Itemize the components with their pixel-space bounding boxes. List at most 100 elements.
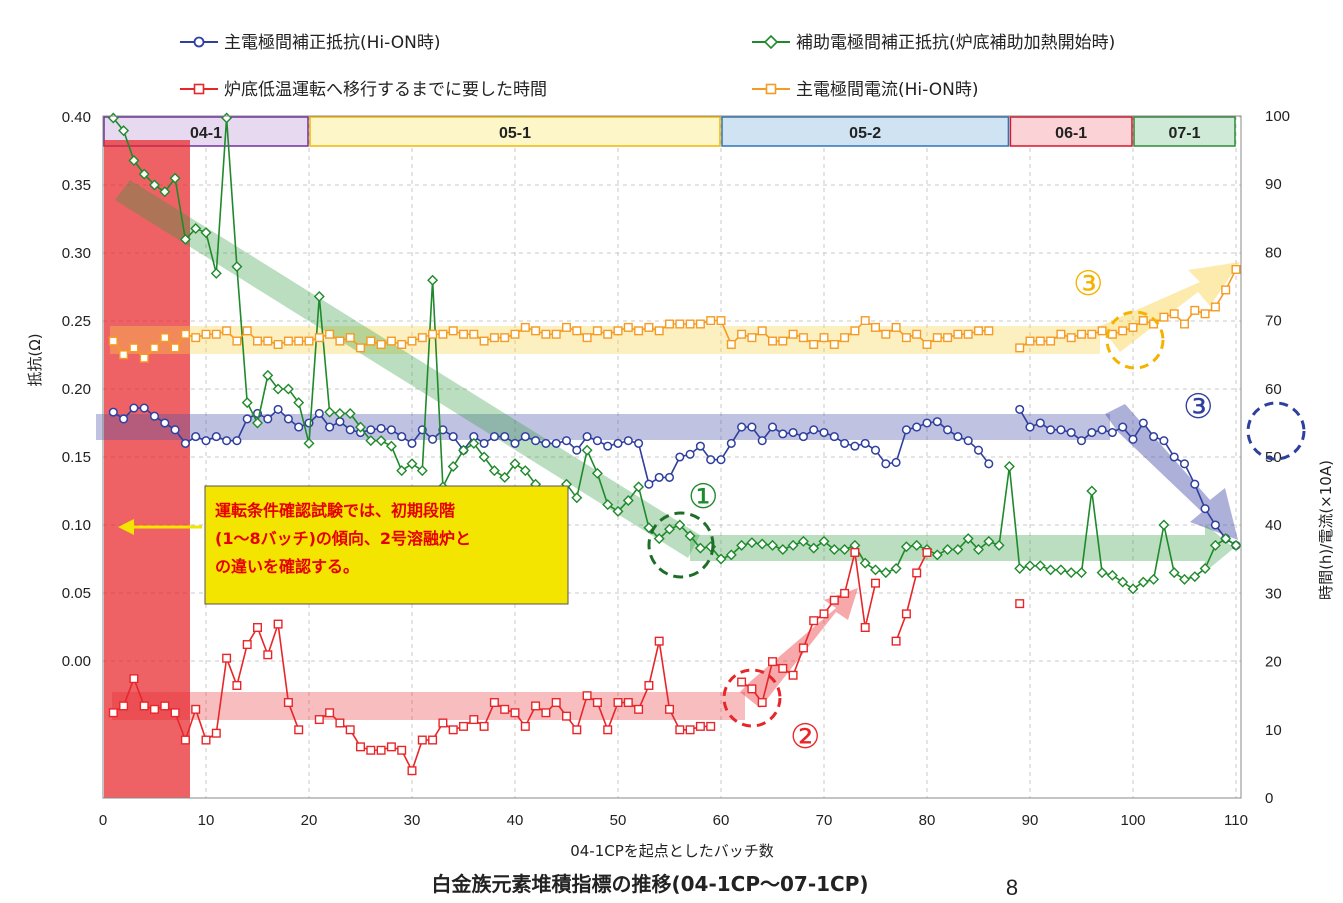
data-point — [385, 440, 397, 452]
data-point — [623, 698, 633, 708]
data-point — [190, 223, 202, 235]
data-point — [273, 339, 283, 349]
data-point — [777, 543, 789, 555]
data-point — [500, 704, 510, 714]
data-point — [797, 535, 809, 547]
data-point — [1035, 418, 1045, 428]
data-point — [695, 319, 705, 329]
data-point — [211, 432, 221, 442]
data-point — [1231, 264, 1241, 274]
data-point — [788, 670, 798, 680]
data-point — [510, 708, 520, 718]
x-axis-title: 04-1CPを起点としたバッチ数 — [570, 842, 774, 860]
y-left-tick-label: 0.05 — [62, 585, 91, 602]
data-point — [592, 436, 602, 446]
data-point — [737, 422, 747, 432]
legend-label-green: 補助電極間補正抵抗(炉底補助加熱開始時) — [796, 33, 1115, 53]
data-point — [963, 329, 973, 339]
data-point — [1179, 459, 1190, 469]
marker-circle-green — [647, 511, 715, 579]
data-point — [1221, 285, 1231, 295]
y-left-tick-label: 0.25 — [62, 313, 91, 330]
data-point — [500, 432, 510, 442]
data-point — [1118, 422, 1128, 432]
data-point — [1056, 425, 1066, 435]
data-point — [1015, 343, 1025, 353]
data-point — [489, 432, 499, 442]
marker-2: ② — [790, 717, 820, 757]
data-point — [283, 698, 293, 708]
data-point — [468, 437, 480, 449]
y-right-tick-label: 20 — [1265, 654, 1282, 671]
data-point — [922, 547, 932, 557]
legend-marker-red — [193, 83, 205, 95]
data-point — [963, 436, 973, 446]
data-point — [119, 701, 129, 711]
data-point — [901, 333, 911, 343]
data-point — [675, 452, 685, 462]
data-point — [1168, 567, 1180, 579]
data-point — [891, 457, 901, 467]
data-point — [694, 542, 706, 554]
data-point — [1046, 336, 1056, 346]
marker-3-blue: ③ — [1183, 387, 1213, 427]
data-point — [1137, 576, 1149, 588]
data-point — [159, 186, 171, 198]
data-point — [448, 725, 458, 735]
data-point — [294, 725, 304, 735]
data-point — [612, 505, 624, 517]
data-point — [1045, 564, 1057, 576]
data-point — [345, 333, 355, 343]
period-bar — [1133, 116, 1236, 147]
data-point — [778, 336, 788, 346]
data-point — [1169, 452, 1179, 462]
data-point — [726, 339, 736, 349]
data-point — [222, 326, 232, 336]
data-point — [819, 609, 829, 619]
data-point — [860, 623, 870, 633]
data-point — [1025, 422, 1035, 432]
data-point — [613, 438, 623, 448]
data-point — [685, 449, 695, 459]
data-point — [591, 467, 603, 479]
x-tick-label: 110 — [1224, 812, 1248, 829]
x-tick-label: 40 — [507, 812, 524, 829]
data-point — [695, 441, 705, 451]
period-label: 05-1 — [499, 125, 531, 142]
data-point — [294, 336, 304, 346]
data-point — [417, 735, 427, 745]
y-left-tick-label: 0.40 — [62, 109, 91, 126]
data-point — [581, 444, 593, 456]
y-right-tick-label: 100 — [1265, 108, 1290, 125]
data-point — [922, 418, 932, 428]
data-point — [1025, 336, 1035, 346]
data-point — [438, 425, 448, 435]
data-point — [798, 643, 808, 653]
data-point — [911, 539, 923, 551]
data-point — [582, 432, 592, 442]
data-point — [242, 640, 252, 650]
data-point — [118, 125, 130, 137]
y-axis-left-title: 抵抗(Ω) — [26, 333, 44, 386]
data-point — [562, 711, 572, 721]
data-point — [334, 407, 346, 419]
data-point — [335, 417, 345, 427]
data-point — [809, 616, 819, 626]
data-point — [479, 438, 489, 448]
data-point — [469, 715, 479, 725]
note-line-2: (1～8バッチ)の傾向、2号溶融炉と — [215, 529, 471, 548]
data-point — [850, 326, 860, 336]
data-point — [1106, 569, 1118, 581]
data-point — [283, 336, 293, 346]
note-line-3: の違いを確認する。 — [215, 557, 359, 576]
data-point — [809, 339, 819, 349]
data-point — [674, 519, 686, 531]
series-line-2 — [741, 552, 877, 705]
period-bar — [721, 116, 1010, 147]
data-point — [160, 418, 170, 428]
series-line-0 — [1019, 408, 1237, 547]
data-point — [1066, 333, 1076, 343]
data-point — [119, 414, 129, 424]
note-line-1: 運転条件確認試験では、初期段階 — [215, 501, 455, 520]
x-tick-label: 20 — [301, 812, 318, 829]
